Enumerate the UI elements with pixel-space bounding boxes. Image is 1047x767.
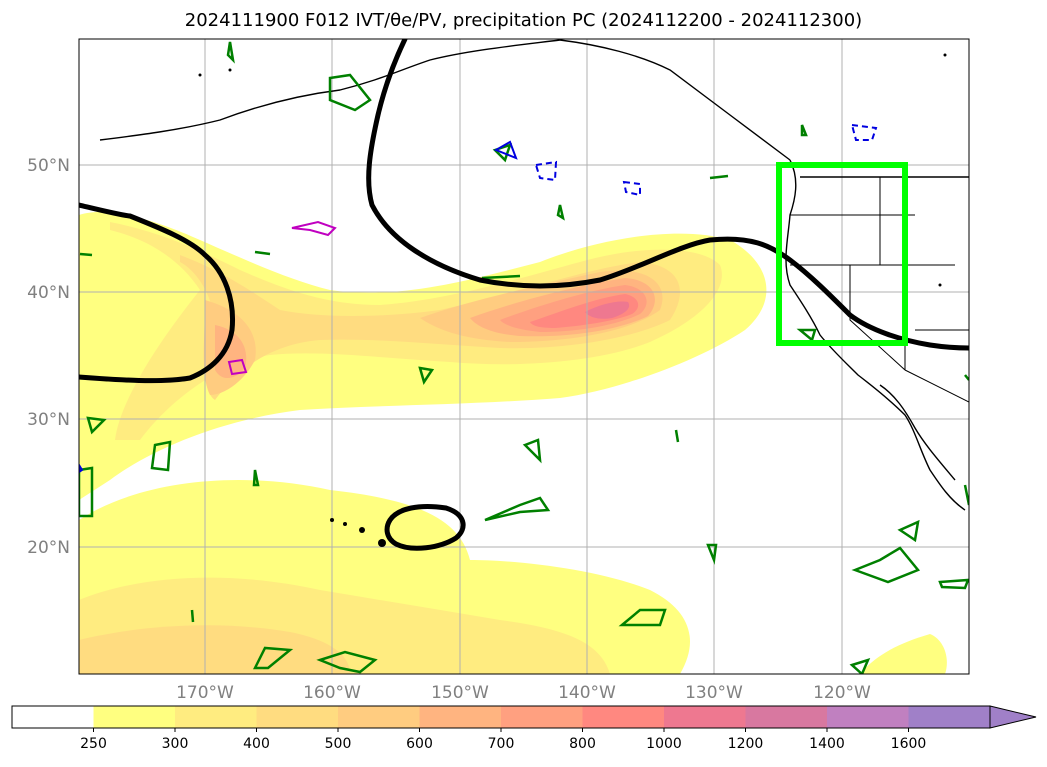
lat-label: 20°N bbox=[27, 538, 70, 558]
map-area bbox=[79, 39, 969, 674]
lat-label: 50°N bbox=[27, 156, 70, 176]
colorbar-level-label: 600 bbox=[406, 736, 433, 752]
colorbar-swatch bbox=[664, 706, 746, 728]
lon-label: 130°W bbox=[685, 683, 743, 703]
islands bbox=[198, 53, 947, 547]
ivt-band-1000 bbox=[585, 301, 630, 319]
ivt-band-250-southeast bbox=[860, 634, 947, 674]
lat-label: 40°N bbox=[27, 283, 70, 303]
colorbar-level-label: 1600 bbox=[891, 736, 927, 752]
colorbar-swatch bbox=[338, 706, 420, 728]
lon-label: 160°W bbox=[303, 683, 361, 703]
colorbar-level-label: 500 bbox=[325, 736, 352, 752]
target-region-box bbox=[776, 162, 908, 346]
colorbar-swatch bbox=[908, 706, 991, 728]
western-trough-contour bbox=[79, 202, 236, 384]
lon-label: 120°W bbox=[813, 683, 871, 703]
longitude-labels: 170°W 160°W 150°W 140°W 130°W 120°W bbox=[176, 683, 871, 703]
colorbar-level-label: 700 bbox=[488, 736, 515, 752]
colorbar-swatch bbox=[827, 706, 909, 728]
colorbar-swatch bbox=[745, 706, 828, 728]
colorbar-swatch bbox=[419, 706, 502, 728]
colorbar-swatch bbox=[12, 706, 94, 728]
latitude-labels: 50°N 40°N 30°N 20°N bbox=[27, 156, 70, 558]
colorbar-swatch bbox=[175, 706, 257, 728]
colorbar-level-label: 400 bbox=[243, 736, 270, 752]
colorbar-level-label: 1200 bbox=[728, 736, 764, 752]
ivt-band-800 bbox=[530, 294, 639, 328]
theta-e-contours bbox=[227, 220, 337, 376]
colorbar-swatch bbox=[256, 706, 339, 728]
main-front-contour bbox=[366, 39, 969, 351]
colorbar: 250 300 400 500 600 700 800 1000 1200 1400 1600 bbox=[11, 705, 1037, 752]
colorbar-swatch bbox=[582, 706, 665, 728]
colorbar-level-label: 1000 bbox=[646, 736, 682, 752]
colorbar-swatch bbox=[93, 706, 176, 728]
ivt-band-400-south bbox=[79, 625, 350, 674]
closed-low-contour bbox=[384, 504, 466, 551]
pv-contours bbox=[79, 41, 969, 674]
coastlines bbox=[99, 39, 969, 511]
theta-e-thick-contours bbox=[79, 39, 969, 551]
baja-coast bbox=[879, 384, 956, 481]
colorbar-level-label: 300 bbox=[162, 736, 189, 752]
colorbar-swatch bbox=[501, 706, 583, 728]
colorbar-level-label: 800 bbox=[569, 736, 596, 752]
colorbar-level-label: 250 bbox=[80, 736, 107, 752]
alaska-coast bbox=[99, 39, 561, 141]
map-frame bbox=[78, 38, 970, 675]
ivt-shading bbox=[79, 212, 947, 674]
na-west-coast bbox=[785, 159, 966, 511]
colorbar-level-label: 1400 bbox=[809, 736, 845, 752]
lon-label: 140°W bbox=[558, 683, 616, 703]
negative-pv-contours bbox=[79, 123, 878, 474]
gulf-of-alaska-coast bbox=[559, 39, 791, 161]
lon-label: 150°W bbox=[431, 683, 489, 703]
lat-label: 30°N bbox=[27, 410, 70, 430]
map-title: 2024111900 F012 IVT/θe/PV, precipitation… bbox=[184, 10, 863, 31]
lon-label: 170°W bbox=[176, 683, 234, 703]
colorbar-extend-arrow bbox=[989, 705, 1037, 729]
ivt-band-600 bbox=[215, 278, 655, 379]
